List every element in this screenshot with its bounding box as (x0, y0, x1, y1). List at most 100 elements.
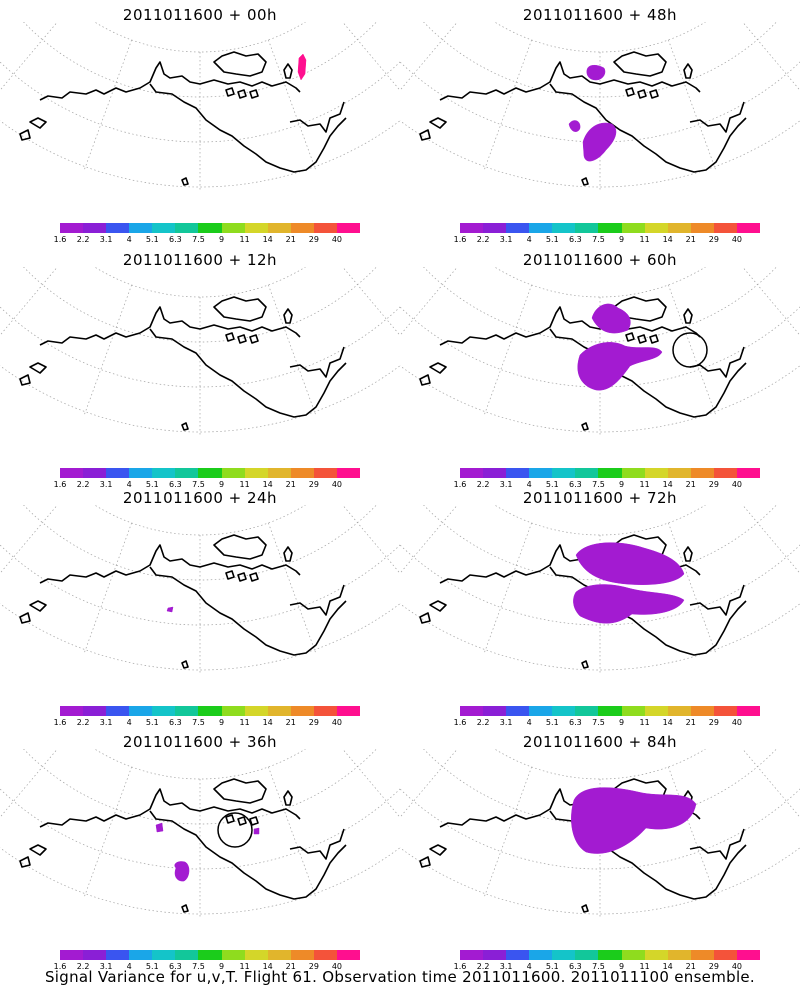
colorbar-segment (83, 706, 107, 716)
colorbar-tick-label: 7.5 (592, 480, 605, 489)
colorbar-tick-label: 40 (731, 235, 743, 244)
colorbar-tick-label: 14 (262, 235, 273, 244)
coastline-hudson (689, 346, 745, 378)
colorbar-segment (152, 706, 176, 716)
coastline-baffin (283, 308, 293, 324)
colorbar-segment (483, 706, 507, 716)
meridian-line (668, 284, 717, 417)
coastline-hawaii (581, 904, 589, 913)
latitude-line (23, 505, 377, 581)
coastline-alaska (149, 328, 347, 418)
meridian-line (268, 766, 317, 899)
colorbar-tick-label: 6.3 (569, 962, 582, 971)
meridian-line (0, 505, 58, 574)
colorbar-tick-label: 40 (731, 962, 743, 971)
colorbar (460, 468, 761, 478)
colorbar-tick-label: 6.3 (569, 718, 582, 727)
colorbar-segment (290, 223, 315, 233)
latitude-line (94, 267, 306, 298)
colorbar-tick-label: 14 (662, 718, 673, 727)
colorbar-tick-label: 29 (308, 480, 319, 489)
latitude-line (23, 22, 377, 98)
colorbar-tick-label: 21 (285, 718, 296, 727)
colorbar-segment (690, 706, 715, 716)
colorbar-tick-label: 11 (639, 235, 650, 244)
colorbar-segment (621, 706, 646, 716)
colorbar-tick-label: 9 (618, 962, 625, 971)
colorbar-segment (736, 223, 761, 233)
colorbar-segment (198, 950, 223, 960)
colorbar-segment (644, 223, 669, 233)
colorbar-segment (244, 223, 269, 233)
colorbar-tick-label: 4 (126, 718, 132, 727)
meridian-line (668, 39, 717, 172)
colorbar-segment (152, 468, 176, 478)
latitude-line (400, 544, 800, 626)
variance-region-arctic-small (253, 827, 260, 835)
colorbar-segment (60, 706, 84, 716)
coastline-arctic (39, 544, 301, 584)
colorbar-tick-label: 29 (708, 718, 719, 727)
colorbar-tick-label: 29 (308, 235, 319, 244)
colorbar-tick-label: 4 (526, 962, 532, 971)
latitude-line (400, 788, 800, 870)
colorbar-tick-label: 11 (239, 480, 250, 489)
colorbar-segment (221, 706, 246, 716)
colorbar-tick-label: 4 (126, 235, 132, 244)
variance-region-gulf-of-alaska-large (577, 342, 663, 391)
colorbar-tick-label: 5.1 (145, 235, 159, 244)
colorbar-tick-label: 1.6 (53, 718, 67, 727)
coastline-islands-west (419, 600, 447, 624)
colorbar-tick-label: 5.1 (145, 718, 159, 727)
map-panel: 2011011600 + 00h 1.6 2.2 3.1 4 5.1 6.3 7.5 9 11 14… (0, 0, 400, 250)
colorbar-tick-label: 4 (526, 718, 532, 727)
coastline-islands-west (19, 117, 47, 141)
colorbar-segment (198, 468, 223, 478)
meridian-line (400, 505, 458, 574)
colorbar-segment (598, 468, 623, 478)
meridian-line (83, 284, 132, 417)
variance-region-arctic-broad (575, 542, 685, 585)
colorbar-tick-label: 7.5 (592, 235, 605, 244)
colorbar-tick-label: 40 (331, 235, 343, 244)
colorbar-segment (575, 468, 599, 478)
colorbar-segment (336, 706, 361, 716)
coastline-alaska (549, 83, 747, 173)
colorbar-tick-label: 21 (285, 480, 296, 489)
colorbar (460, 223, 761, 233)
colorbar-tick-label: 1.6 (453, 962, 467, 971)
colorbar-segment (175, 223, 199, 233)
variance-overlay (297, 53, 307, 81)
variance-overlay (577, 303, 663, 391)
colorbar-tick-label: 4 (526, 480, 532, 489)
coastline-hudson (289, 584, 345, 616)
colorbar-tick-label: 1.6 (453, 718, 467, 727)
coastline (419, 296, 747, 431)
colorbar-segment (313, 706, 338, 716)
colorbar-tick-label: 21 (685, 480, 696, 489)
colorbar-segment (221, 223, 246, 233)
meridian-line (268, 522, 317, 655)
colorbar-tick-label: 5.1 (545, 235, 559, 244)
colorbar-labels: 1.6 2.2 3.1 4 5.1 6.3 7.5 9 11 14 21 29 40 (454, 718, 760, 728)
colorbar-tick-label: 5.1 (145, 480, 159, 489)
colorbar-labels: 1.6 2.2 3.1 4 5.1 6.3 7.5 9 11 14 21 29 40 (454, 235, 760, 245)
colorbar-tick-label: 3.1 (499, 962, 513, 971)
colorbar-segment (529, 223, 553, 233)
meridian-line (268, 39, 317, 172)
coastline-archipelago (613, 296, 667, 322)
colorbar-segment (736, 468, 761, 478)
colorbar-tick-label: 6.3 (169, 962, 182, 971)
coastline-archipelago (213, 51, 267, 77)
coastline-islands-west (419, 117, 447, 141)
colorbar-segment (106, 223, 130, 233)
colorbar-segment (506, 223, 530, 233)
colorbar-labels: 1.6 2.2 3.1 4 5.1 6.3 7.5 9 11 14 21 29 40 (54, 962, 360, 972)
colorbar-segment (483, 223, 507, 233)
colorbar-tick-label: 21 (685, 235, 696, 244)
colorbar-segment (713, 950, 738, 960)
colorbar-segment (667, 706, 692, 716)
colorbar-tick-label: 2.2 (76, 962, 90, 971)
colorbar-segment (290, 468, 315, 478)
coastline-alaska (149, 566, 347, 656)
